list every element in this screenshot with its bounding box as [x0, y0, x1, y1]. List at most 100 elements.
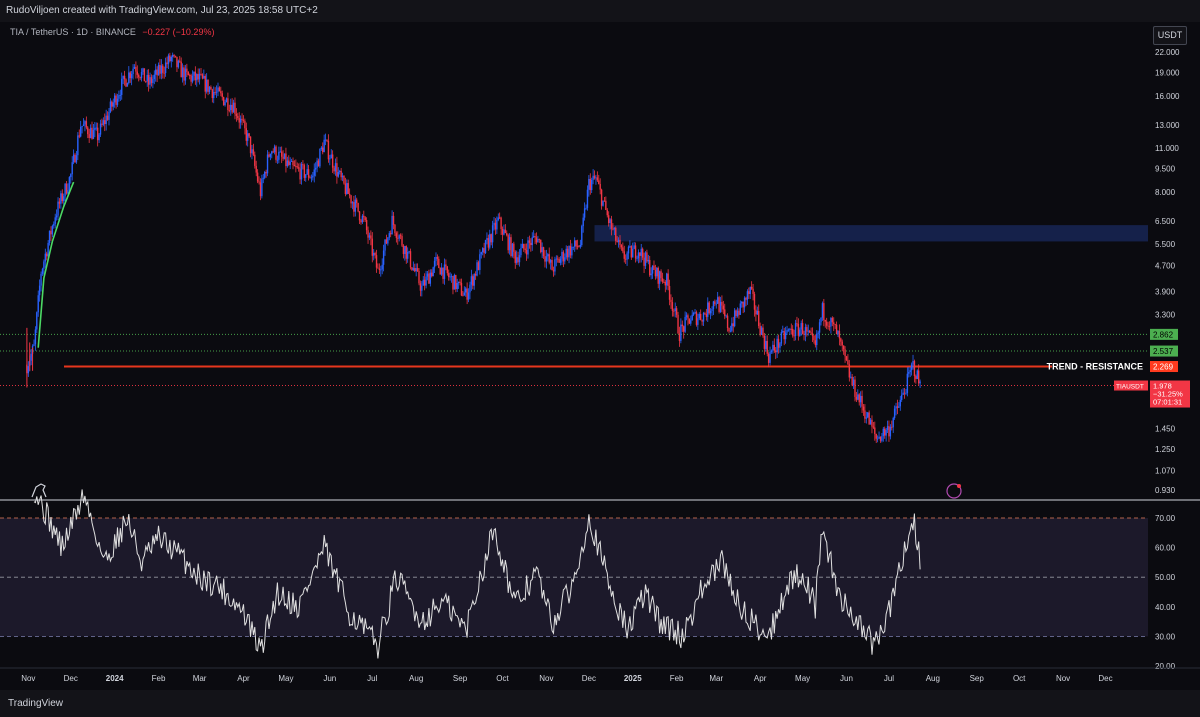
candle-body	[527, 240, 529, 255]
currency-button[interactable]: USDT	[1153, 26, 1187, 45]
candle-body	[123, 75, 126, 80]
candle-body	[859, 395, 862, 403]
candle-body	[917, 370, 920, 384]
candle-body	[687, 315, 689, 319]
candle-body	[292, 160, 294, 165]
candle-body	[473, 274, 475, 286]
candle-body	[612, 228, 614, 230]
candle-body	[483, 248, 485, 254]
candle-body	[382, 250, 385, 265]
candle-body	[555, 258, 558, 260]
candle-body	[428, 273, 430, 284]
candle-body	[145, 81, 147, 83]
candle-body	[116, 98, 119, 105]
candle-body	[574, 240, 576, 247]
candle-body	[426, 273, 429, 277]
candle-body	[494, 222, 497, 230]
candle-body	[497, 217, 499, 220]
candle-body	[882, 428, 884, 437]
candle-body	[667, 273, 669, 286]
time-tick-label: May	[278, 674, 293, 683]
candle-body	[72, 154, 75, 163]
candle-body	[776, 338, 778, 353]
candle-body	[184, 68, 187, 81]
candle-body	[303, 165, 306, 178]
candle-body	[429, 272, 432, 284]
time-tick-label: Jul	[884, 674, 894, 683]
time-tick-label: Nov	[539, 674, 553, 683]
candle-body	[55, 215, 58, 218]
candle-body	[663, 281, 665, 283]
candle-body	[180, 61, 182, 78]
candle-body	[456, 283, 458, 290]
candle-body	[525, 250, 528, 255]
candle-body	[585, 207, 587, 209]
candle-body	[758, 310, 760, 326]
candle-body	[30, 353, 32, 361]
candle-body	[411, 267, 413, 270]
candle-body	[898, 406, 900, 408]
candle-body	[709, 310, 712, 314]
candle-body	[449, 276, 451, 278]
candle-body	[365, 219, 368, 231]
candle-body	[36, 312, 38, 330]
candle-body	[207, 79, 209, 92]
candle-body	[374, 252, 376, 256]
candle-body	[861, 395, 863, 407]
candle-body	[438, 258, 440, 268]
candle-body	[336, 163, 338, 177]
time-tick-label: Aug	[926, 674, 940, 683]
candle-body	[160, 65, 163, 74]
candle-body	[43, 261, 45, 269]
candle-body	[122, 75, 124, 79]
candle-body	[419, 283, 422, 291]
candle-body	[830, 318, 832, 327]
candle-body	[283, 153, 286, 159]
candle-body	[394, 224, 396, 234]
candle-body	[275, 146, 277, 160]
candle-body	[431, 272, 433, 277]
price-change: −0.227 (−10.29%)	[142, 27, 215, 37]
price-tag-2.862: 2.862	[1153, 330, 1174, 339]
price-tick-label: 0.930	[1155, 486, 1176, 495]
candle-body	[341, 175, 344, 178]
candle-body	[264, 171, 266, 178]
candle-body	[541, 247, 543, 253]
supply-zone	[594, 225, 1148, 242]
candle-body	[636, 258, 638, 260]
candle-body	[719, 301, 722, 312]
candle-body	[724, 309, 726, 316]
time-tick-label: Mar	[193, 674, 207, 683]
candle-body	[624, 258, 627, 260]
time-tick-label: Feb	[670, 674, 684, 683]
candle-body	[654, 269, 657, 277]
candle-body	[346, 183, 348, 194]
candle-body	[903, 392, 906, 394]
candle-body	[848, 364, 851, 378]
candle-body	[715, 303, 717, 305]
candle-body	[162, 65, 164, 73]
candle-body	[746, 291, 749, 300]
candle-body	[217, 87, 219, 92]
candle-body	[85, 121, 88, 128]
candle-body	[322, 147, 324, 153]
candle-body	[823, 303, 825, 320]
candle-body	[664, 281, 667, 286]
candle-body	[564, 257, 566, 262]
candle-body	[831, 318, 834, 323]
candle-body	[786, 330, 788, 333]
candle-body	[702, 313, 705, 322]
candle-body	[244, 120, 246, 129]
price-tick-label: 11.000	[1155, 144, 1179, 153]
candle-body	[521, 243, 524, 249]
candle-body	[174, 55, 177, 57]
candle-body	[589, 178, 591, 191]
time-tick-label: Apr	[237, 674, 250, 683]
candle-body	[909, 370, 911, 373]
candle-body	[813, 335, 815, 341]
candle-body	[326, 139, 328, 141]
candle-body	[736, 310, 739, 317]
candle-body	[865, 417, 868, 419]
candle-body	[62, 196, 65, 202]
